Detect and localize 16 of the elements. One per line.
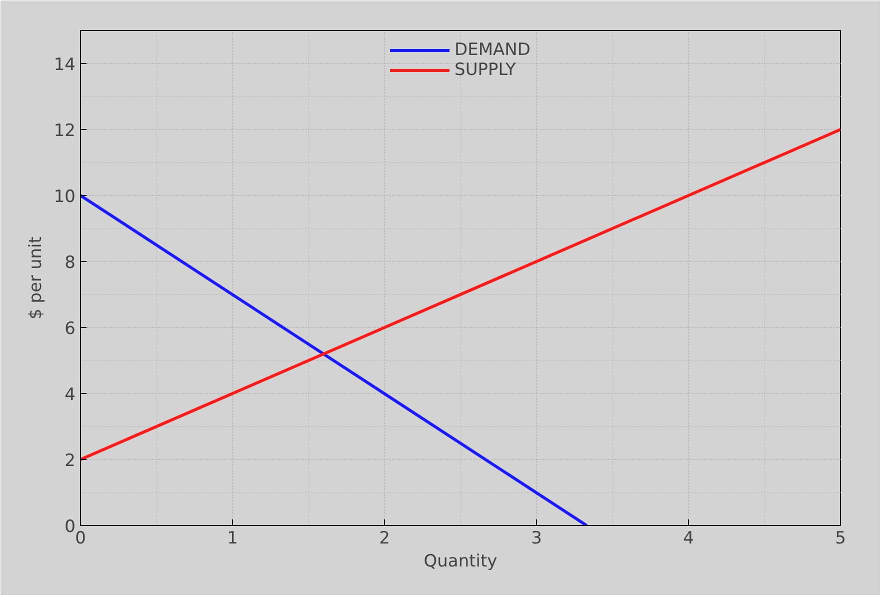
- x-tick-label: 1: [227, 528, 238, 548]
- y-tick-label: 2: [64, 451, 76, 471]
- y-axis-title: $ per unit: [26, 236, 46, 320]
- y-tick-label: 4: [64, 385, 76, 405]
- x-tick-label: 4: [683, 528, 694, 548]
- y-tick-label: 12: [54, 121, 76, 141]
- x-tick-label: 3: [531, 528, 542, 548]
- y-tick-label: 8: [64, 253, 76, 273]
- y-tick-label: 10: [54, 187, 76, 207]
- legend-label: SUPPLY: [454, 60, 516, 80]
- x-axis-title: Quantity: [424, 552, 498, 572]
- y-tick-label: 14: [54, 55, 76, 75]
- legend-label: DEMAND: [454, 40, 530, 60]
- x-tick-label: 2: [379, 528, 390, 548]
- x-tick-label: 5: [835, 528, 846, 548]
- y-tick-label: 6: [64, 319, 76, 339]
